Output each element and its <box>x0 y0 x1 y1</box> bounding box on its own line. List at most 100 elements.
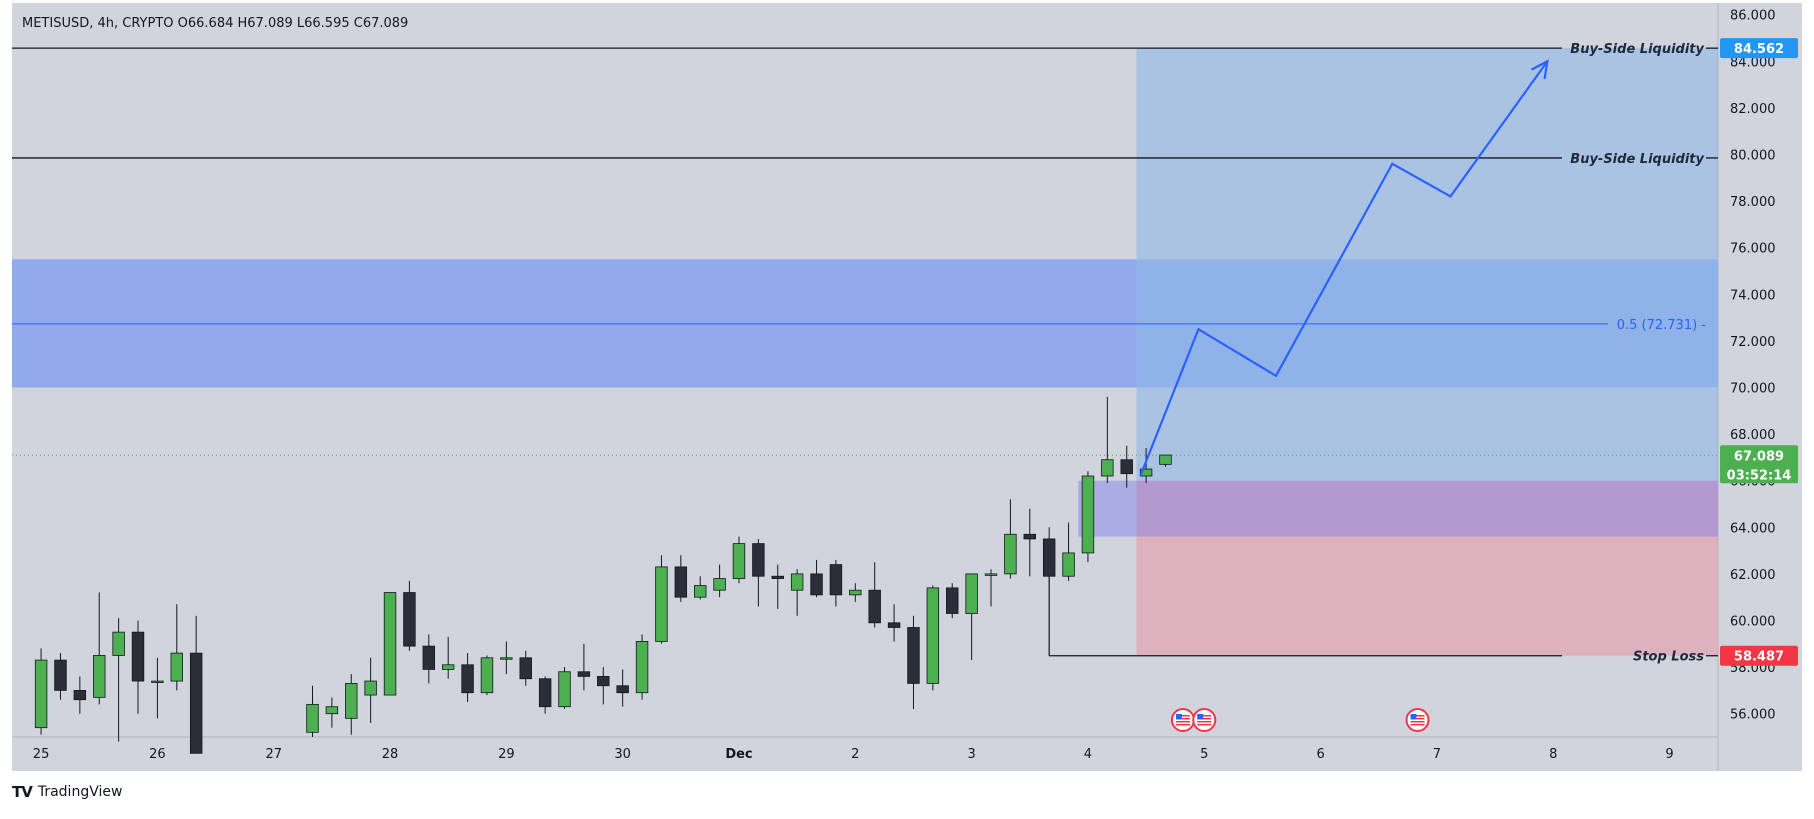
stop-loss-price-tag[interactable] <box>1720 645 1798 666</box>
candle[interactable] <box>1101 396 1114 484</box>
symbol-ohlc-legend: METISUSD, 4h, CRYPTO O66.684 H67.089 L66… <box>22 16 408 31</box>
candle[interactable] <box>558 667 571 710</box>
candle-body <box>461 664 474 694</box>
candle[interactable] <box>1042 527 1056 656</box>
candle[interactable] <box>461 653 474 703</box>
candle[interactable] <box>131 620 145 714</box>
candle[interactable] <box>325 697 339 728</box>
candle[interactable] <box>655 555 668 644</box>
candle[interactable] <box>984 569 998 607</box>
candle-body <box>325 706 339 715</box>
candle[interactable] <box>422 634 436 684</box>
candle[interactable] <box>170 604 184 691</box>
price-tick-label: 68.000 <box>1730 428 1776 443</box>
stop-loss-price-tag-text: 58.487 <box>1734 650 1784 665</box>
candle[interactable] <box>732 536 746 584</box>
time-tick-label: 8 <box>1549 747 1557 762</box>
candle[interactable] <box>1159 454 1172 467</box>
candle[interactable] <box>500 641 513 675</box>
price-axis-background <box>1718 3 1802 771</box>
candle[interactable] <box>790 569 804 616</box>
candle[interactable] <box>907 615 920 710</box>
time-tick-label: 27 <box>265 747 282 762</box>
candle-body <box>306 703 319 733</box>
candle-body <box>887 622 901 628</box>
candle[interactable] <box>849 583 862 602</box>
candle-body <box>500 657 513 660</box>
stop-zone[interactable] <box>1136 480 1718 656</box>
candle[interactable] <box>151 657 164 719</box>
candle[interactable] <box>306 685 319 737</box>
candle[interactable] <box>674 555 688 602</box>
candle[interactable] <box>616 669 629 707</box>
time-tick-label: 9 <box>1665 747 1673 762</box>
us-flag-event-icon[interactable] <box>1192 708 1217 732</box>
candle[interactable] <box>1081 471 1095 563</box>
candle[interactable] <box>383 592 397 696</box>
candle[interactable] <box>713 564 726 598</box>
candle[interactable] <box>189 615 203 754</box>
candle-body <box>189 652 203 754</box>
price-tick-label: 86.000 <box>1730 9 1776 24</box>
candle-body <box>810 573 823 596</box>
price-tick-label: 82.000 <box>1730 102 1776 117</box>
candle[interactable] <box>403 580 416 651</box>
candle-body <box>965 573 978 614</box>
current-price-tag[interactable] <box>1720 445 1798 484</box>
candle[interactable] <box>597 667 610 705</box>
candle[interactable] <box>1139 448 1153 484</box>
candle[interactable] <box>480 655 494 696</box>
candle[interactable] <box>1120 445 1133 488</box>
entry-zone[interactable] <box>1078 480 1718 537</box>
time-tick-label: 25 <box>33 747 50 762</box>
candle-body <box>849 589 862 596</box>
price-tick-label: 80.000 <box>1730 148 1776 163</box>
candle[interactable] <box>34 648 48 735</box>
candle[interactable] <box>112 618 125 742</box>
candle[interactable] <box>946 583 959 619</box>
candle-body <box>1023 533 1037 540</box>
candle[interactable] <box>519 650 532 686</box>
candle[interactable] <box>694 576 707 600</box>
candle[interactable] <box>538 676 552 714</box>
candle-body <box>403 592 416 647</box>
candle[interactable] <box>1023 508 1037 577</box>
candle[interactable] <box>965 573 978 661</box>
candle[interactable] <box>577 643 591 691</box>
candle[interactable] <box>771 564 784 609</box>
candle-body <box>1120 459 1133 475</box>
tradingview-logo-icon: TV <box>12 783 33 801</box>
candle-body <box>34 659 48 729</box>
candle[interactable] <box>345 674 358 735</box>
us-flag-event-icon[interactable] <box>1170 708 1195 732</box>
candle-body <box>364 680 377 696</box>
candle[interactable] <box>1004 499 1017 579</box>
candle-body <box>868 589 881 624</box>
candle[interactable] <box>868 562 881 628</box>
candle-body <box>422 645 436 670</box>
us-flag-event-icon[interactable] <box>1405 708 1430 732</box>
candle[interactable] <box>829 559 843 607</box>
candle[interactable] <box>810 559 823 598</box>
candle[interactable] <box>635 634 649 700</box>
candle[interactable] <box>73 676 87 714</box>
projection-path[interactable] <box>1139 60 1549 477</box>
price-tick-label: 76.000 <box>1730 242 1776 257</box>
brand-footer[interactable]: TV TradingView <box>12 783 122 801</box>
liquidity-price-tag[interactable] <box>1720 38 1798 59</box>
candle[interactable] <box>93 592 106 705</box>
candle[interactable] <box>364 657 377 724</box>
candle[interactable] <box>441 636 455 679</box>
candle[interactable] <box>926 585 940 691</box>
candle[interactable] <box>887 604 901 642</box>
candle-body <box>732 543 746 579</box>
candle[interactable] <box>54 653 67 700</box>
candle-body <box>984 573 998 576</box>
target-zone[interactable] <box>1136 48 1718 481</box>
price-tick-label: 78.000 <box>1730 195 1776 210</box>
candle[interactable] <box>1062 522 1075 581</box>
price-tick-label: 56.000 <box>1730 708 1776 723</box>
candle[interactable] <box>752 538 765 607</box>
